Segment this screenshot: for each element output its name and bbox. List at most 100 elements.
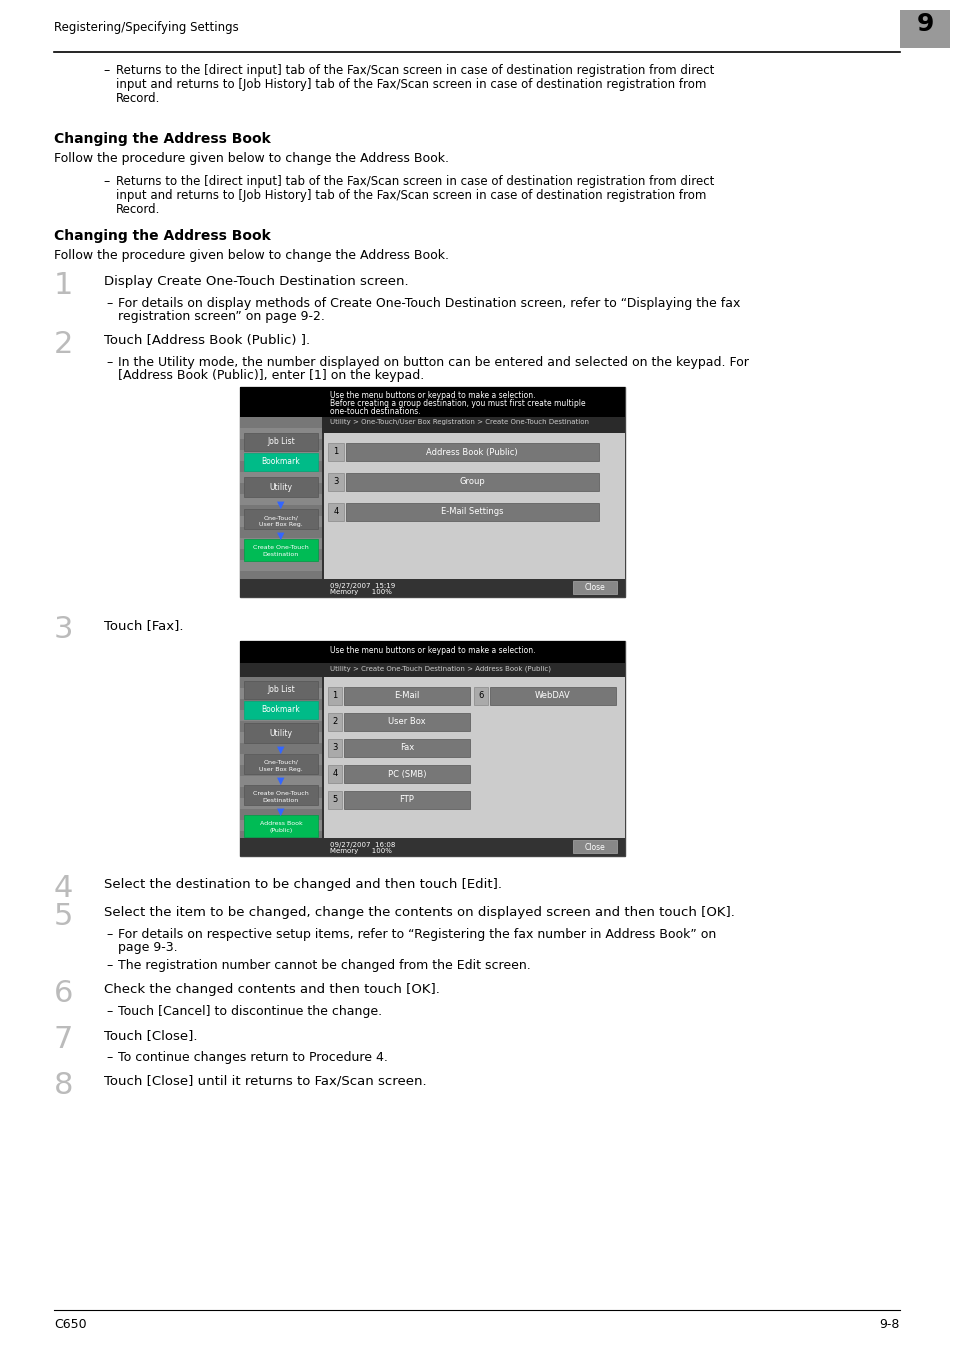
Text: Utility: Utility bbox=[269, 482, 293, 491]
Text: page 9-3.: page 9-3. bbox=[118, 941, 177, 954]
Text: 2: 2 bbox=[54, 329, 73, 359]
Bar bbox=[240, 579, 624, 597]
Text: Address Book (Public): Address Book (Public) bbox=[426, 447, 517, 456]
Text: Select the destination to be changed and then touch [Edit].: Select the destination to be changed and… bbox=[104, 878, 501, 891]
Text: 5: 5 bbox=[332, 795, 337, 805]
Bar bbox=[244, 784, 317, 805]
Text: 4: 4 bbox=[332, 769, 337, 779]
Text: one-touch destinations.: one-touch destinations. bbox=[330, 406, 420, 416]
Bar bbox=[240, 387, 624, 597]
Bar bbox=[240, 832, 322, 842]
Text: Touch [Close] until it returns to Fax/Scan screen.: Touch [Close] until it returns to Fax/Sc… bbox=[104, 1075, 426, 1088]
Text: Before creating a group destination, you must first create multiple: Before creating a group destination, you… bbox=[330, 400, 585, 408]
Bar bbox=[573, 840, 617, 853]
Bar bbox=[328, 738, 341, 757]
Text: ▼: ▼ bbox=[277, 500, 284, 510]
Text: –: – bbox=[106, 1052, 112, 1064]
Text: Registering/Specifying Settings: Registering/Specifying Settings bbox=[54, 22, 238, 35]
Bar bbox=[240, 460, 322, 472]
Bar bbox=[344, 791, 470, 809]
Bar bbox=[328, 504, 344, 521]
Text: 4: 4 bbox=[333, 508, 338, 517]
Text: FTP: FTP bbox=[399, 795, 414, 805]
Bar bbox=[474, 687, 488, 705]
Bar bbox=[324, 676, 624, 838]
Text: Bookmark: Bookmark bbox=[261, 458, 300, 467]
Text: C650: C650 bbox=[54, 1318, 87, 1331]
Text: (Public): (Public) bbox=[269, 828, 293, 833]
Text: 3: 3 bbox=[332, 744, 337, 752]
Bar bbox=[346, 443, 598, 460]
Text: ▼: ▼ bbox=[277, 807, 284, 817]
Bar bbox=[240, 417, 624, 433]
Bar bbox=[240, 699, 322, 710]
Text: The registration number cannot be changed from the Edit screen.: The registration number cannot be change… bbox=[118, 958, 530, 972]
Bar bbox=[240, 641, 624, 856]
Text: 6: 6 bbox=[477, 691, 483, 701]
Bar bbox=[328, 791, 341, 809]
Bar bbox=[240, 809, 322, 819]
Text: Changing the Address Book: Changing the Address Book bbox=[54, 132, 271, 146]
Text: –: – bbox=[106, 1004, 112, 1018]
Text: Record.: Record. bbox=[116, 92, 160, 105]
Text: Utility: Utility bbox=[269, 729, 293, 737]
Text: User Box Reg.: User Box Reg. bbox=[259, 522, 302, 526]
Text: Close: Close bbox=[584, 583, 605, 593]
Text: Create One-Touch: Create One-Touch bbox=[253, 545, 309, 549]
Bar bbox=[240, 549, 322, 560]
Bar bbox=[344, 713, 470, 730]
Text: Follow the procedure given below to change the Address Book.: Follow the procedure given below to chan… bbox=[54, 248, 449, 262]
Bar bbox=[244, 477, 317, 497]
Text: 4: 4 bbox=[54, 873, 73, 903]
Text: 7: 7 bbox=[54, 1025, 73, 1054]
Text: 8: 8 bbox=[54, 1071, 73, 1100]
Bar bbox=[240, 483, 322, 494]
Text: One-Touch/: One-Touch/ bbox=[263, 514, 298, 520]
Bar bbox=[244, 509, 317, 529]
Text: input and returns to [Job History] tab of the Fax/Scan screen in case of destina: input and returns to [Job History] tab o… bbox=[116, 78, 705, 90]
Bar bbox=[240, 571, 322, 582]
Bar bbox=[244, 454, 317, 471]
Bar bbox=[244, 724, 317, 742]
Text: 1: 1 bbox=[332, 691, 337, 701]
Bar bbox=[328, 687, 341, 705]
Bar bbox=[244, 815, 317, 837]
Bar bbox=[244, 755, 317, 774]
Text: –: – bbox=[106, 297, 112, 310]
Text: E-Mail Settings: E-Mail Settings bbox=[440, 508, 503, 517]
Text: Select the item to be changed, change the contents on displayed screen and then : Select the item to be changed, change th… bbox=[104, 906, 734, 919]
Text: 09/27/2007  15:19: 09/27/2007 15:19 bbox=[330, 583, 395, 589]
Text: Close: Close bbox=[584, 842, 605, 852]
Text: Bookmark: Bookmark bbox=[261, 706, 300, 714]
Text: –: – bbox=[106, 958, 112, 972]
Bar bbox=[240, 526, 322, 539]
Text: For details on display methods of Create One-Touch Destination screen, refer to : For details on display methods of Create… bbox=[118, 297, 740, 310]
Text: WebDAV: WebDAV bbox=[535, 691, 570, 701]
Text: To continue changes return to Procedure 4.: To continue changes return to Procedure … bbox=[118, 1052, 388, 1064]
Text: Use the menu buttons or keypad to make a selection.: Use the menu buttons or keypad to make a… bbox=[330, 392, 535, 400]
Bar bbox=[328, 765, 341, 783]
Bar bbox=[324, 433, 624, 579]
Text: Memory      100%: Memory 100% bbox=[330, 589, 392, 595]
Text: Memory      100%: Memory 100% bbox=[330, 848, 392, 855]
Text: Touch [Close].: Touch [Close]. bbox=[104, 1029, 197, 1042]
Text: Touch [Address Book (Public) ].: Touch [Address Book (Public) ]. bbox=[104, 333, 310, 347]
Text: 2: 2 bbox=[332, 717, 337, 726]
Text: 1: 1 bbox=[333, 447, 338, 456]
Text: 09/27/2007  16:08: 09/27/2007 16:08 bbox=[330, 842, 395, 848]
Bar bbox=[573, 580, 617, 594]
Bar bbox=[240, 387, 624, 417]
Text: Utility > Create One-Touch Destination > Address Book (Public): Utility > Create One-Touch Destination >… bbox=[330, 666, 551, 671]
Text: Record.: Record. bbox=[116, 202, 160, 216]
Bar bbox=[244, 433, 317, 451]
Text: Returns to the [direct input] tab of the Fax/Scan screen in case of destination : Returns to the [direct input] tab of the… bbox=[116, 63, 714, 77]
Text: Follow the procedure given below to change the Address Book.: Follow the procedure given below to chan… bbox=[54, 153, 449, 165]
Text: User Box Reg.: User Box Reg. bbox=[259, 767, 302, 772]
Bar bbox=[346, 472, 598, 491]
Text: E-Mail: E-Mail bbox=[394, 691, 419, 701]
Text: Changing the Address Book: Changing the Address Book bbox=[54, 230, 271, 243]
Text: –: – bbox=[103, 63, 110, 77]
Text: Job List: Job List bbox=[267, 437, 294, 447]
Text: registration screen” on page 9-2.: registration screen” on page 9-2. bbox=[118, 310, 325, 323]
Text: input and returns to [Job History] tab of the Fax/Scan screen in case of destina: input and returns to [Job History] tab o… bbox=[116, 189, 705, 202]
